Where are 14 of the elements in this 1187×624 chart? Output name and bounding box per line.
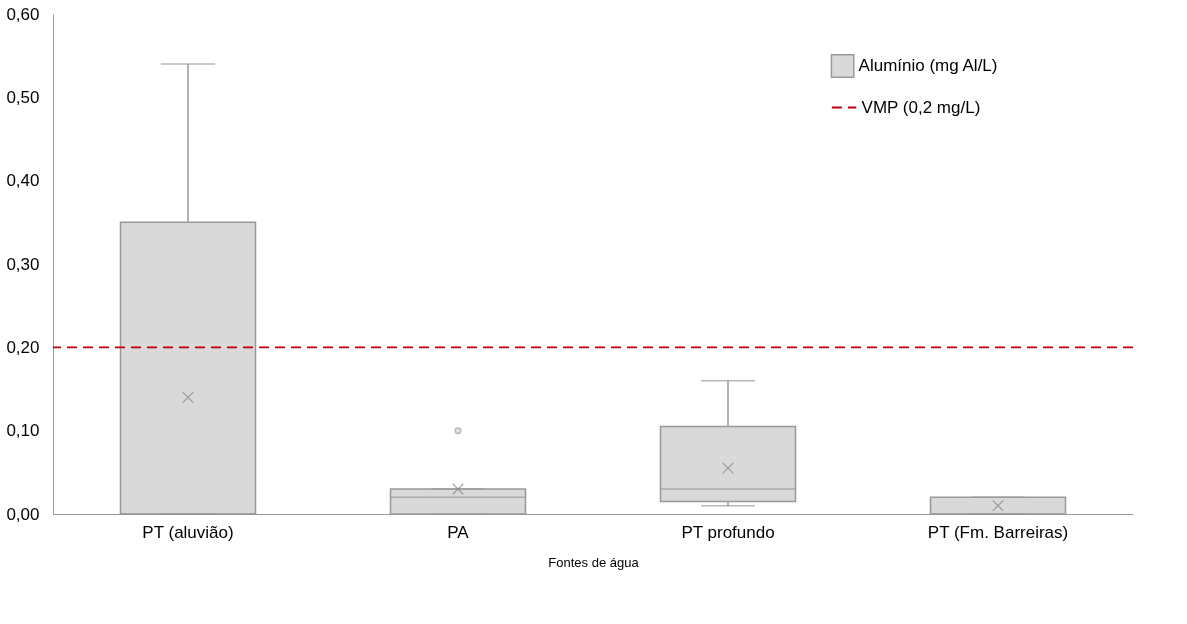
y-tick-label: 0,10	[6, 421, 40, 441]
x-tick-label: PT profundo	[681, 522, 775, 542]
y-tick-label: 0,00	[6, 504, 40, 524]
y-tick-label: 0,50	[6, 87, 40, 107]
y-tick-label: 0,60	[6, 4, 40, 24]
x-tick-label: PT (aluvião)	[142, 522, 234, 542]
y-tick-label: 0,20	[6, 337, 40, 357]
x-tick-label: PA	[447, 522, 470, 542]
x-tick-label: PT (Fm. Barreiras)	[927, 522, 1069, 542]
legend-label: Alumínio (mg Al/L)	[858, 56, 998, 75]
y-tick-label: 0,40	[6, 171, 40, 191]
y-tick-label: 0,30	[6, 254, 40, 274]
legend-label: VMP (0,2 mg/L)	[861, 97, 981, 117]
x-axis-title: Fontes de água	[548, 554, 640, 570]
